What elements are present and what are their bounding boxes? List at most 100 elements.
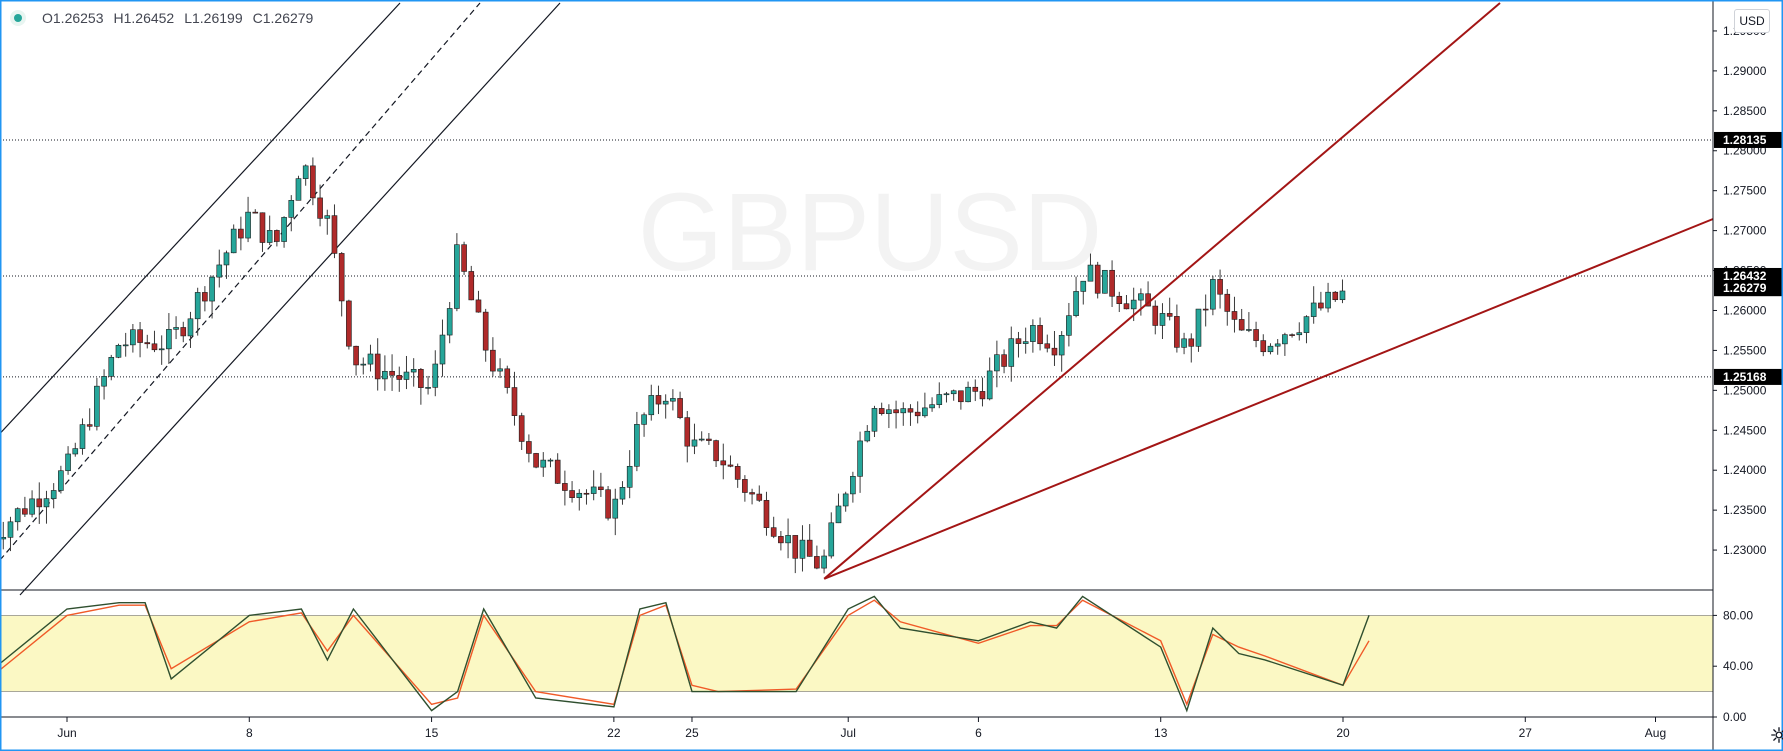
candle-up (1210, 275, 1216, 316)
candle-body (706, 438, 712, 441)
candle-up (950, 389, 957, 401)
price-label-bg (1714, 368, 1783, 385)
candle-up (79, 418, 86, 455)
trendline-shallow (823, 218, 1714, 580)
candle-down (238, 216, 244, 251)
candle-body (1289, 334, 1295, 336)
candle-up (1058, 331, 1065, 372)
candle-body (1116, 295, 1123, 304)
candle-down (1260, 334, 1267, 357)
candle-down (144, 334, 151, 349)
candle-body (850, 476, 856, 495)
candle-up (670, 389, 676, 411)
candle-body (288, 200, 295, 218)
candle-down (1152, 300, 1159, 335)
candle-body (641, 414, 647, 425)
candle-down (770, 516, 777, 539)
candle-body (130, 329, 136, 346)
candle-body (994, 354, 1000, 372)
candle-body (202, 292, 208, 302)
candle-down (1123, 294, 1130, 310)
candle-body (1130, 299, 1137, 310)
candle-body (1174, 316, 1180, 348)
candle-body (612, 498, 619, 519)
candle-up (108, 354, 115, 381)
candle-up (1022, 327, 1029, 354)
candle-down (583, 489, 590, 505)
candle-up (187, 311, 194, 348)
candle-body (396, 375, 403, 380)
candle-up (50, 483, 57, 509)
candle-body (1260, 340, 1267, 353)
candle-down (878, 402, 885, 416)
candle-body (439, 334, 446, 365)
candle-down (727, 455, 734, 468)
price-tick-label: 1.23500 (1723, 503, 1767, 517)
candle-up (122, 332, 129, 357)
candle-body (223, 252, 230, 266)
candle-body (1159, 313, 1166, 326)
candle-up (922, 392, 928, 418)
candle-down (792, 535, 799, 574)
candle-down (806, 524, 813, 557)
candle-down (1094, 261, 1101, 299)
candle-body (1102, 269, 1108, 294)
candle-body (1001, 354, 1007, 367)
candle-up (619, 481, 626, 505)
candle-up (302, 164, 309, 186)
candle-up (785, 518, 791, 559)
candle-down (1332, 291, 1339, 302)
candle-down (36, 482, 43, 524)
candle-up (7, 516, 14, 552)
candle-up (425, 375, 431, 395)
candle-body (245, 211, 251, 239)
candle-body (281, 217, 287, 242)
candle-down (331, 204, 338, 259)
candle-up (799, 525, 806, 572)
candle-down (346, 299, 352, 350)
candle-body (403, 371, 410, 380)
candle-up (439, 319, 446, 377)
candle-up (965, 381, 971, 403)
candle-up (266, 215, 273, 246)
price-label-text: 1.28135 (1723, 133, 1767, 147)
candle-body (1109, 269, 1115, 297)
gear-icon[interactable] (1770, 726, 1783, 744)
stoch-tick-label: 40.00 (1723, 659, 1753, 673)
candle-down (468, 265, 475, 301)
candle-body (475, 299, 482, 313)
candle-body (1202, 308, 1209, 311)
candle-down (706, 432, 712, 445)
candle-body (670, 398, 676, 402)
candle-body (1195, 308, 1202, 347)
candle-body (1094, 264, 1101, 294)
candle-down (259, 212, 266, 252)
candle-up (626, 450, 633, 499)
candle-body (590, 486, 597, 494)
candle-up (454, 233, 460, 312)
price-label-bg (1714, 131, 1783, 148)
candle-body (936, 394, 943, 405)
candle-up (43, 490, 50, 524)
candle-down (396, 366, 403, 392)
candle-body (389, 370, 395, 376)
candle-body (662, 400, 669, 405)
candle-body (828, 522, 835, 557)
ohlc-high: H1.26452 (113, 10, 175, 26)
candle-down (979, 377, 986, 407)
time-tick-label: Aug (1645, 726, 1666, 740)
price-label-tag: 1.28135 (1714, 131, 1783, 148)
candle-up (58, 465, 64, 494)
candle-body (1238, 319, 1245, 331)
candle-body (864, 430, 871, 442)
candle-up (72, 442, 79, 457)
candle-body (698, 438, 705, 441)
candle-body (763, 500, 770, 528)
candle-up (446, 301, 453, 344)
currency-button[interactable]: USD (1734, 9, 1770, 33)
price-label-bg (1714, 267, 1783, 284)
candle-up (281, 216, 287, 248)
time-tick-label: 27 (1519, 726, 1533, 740)
